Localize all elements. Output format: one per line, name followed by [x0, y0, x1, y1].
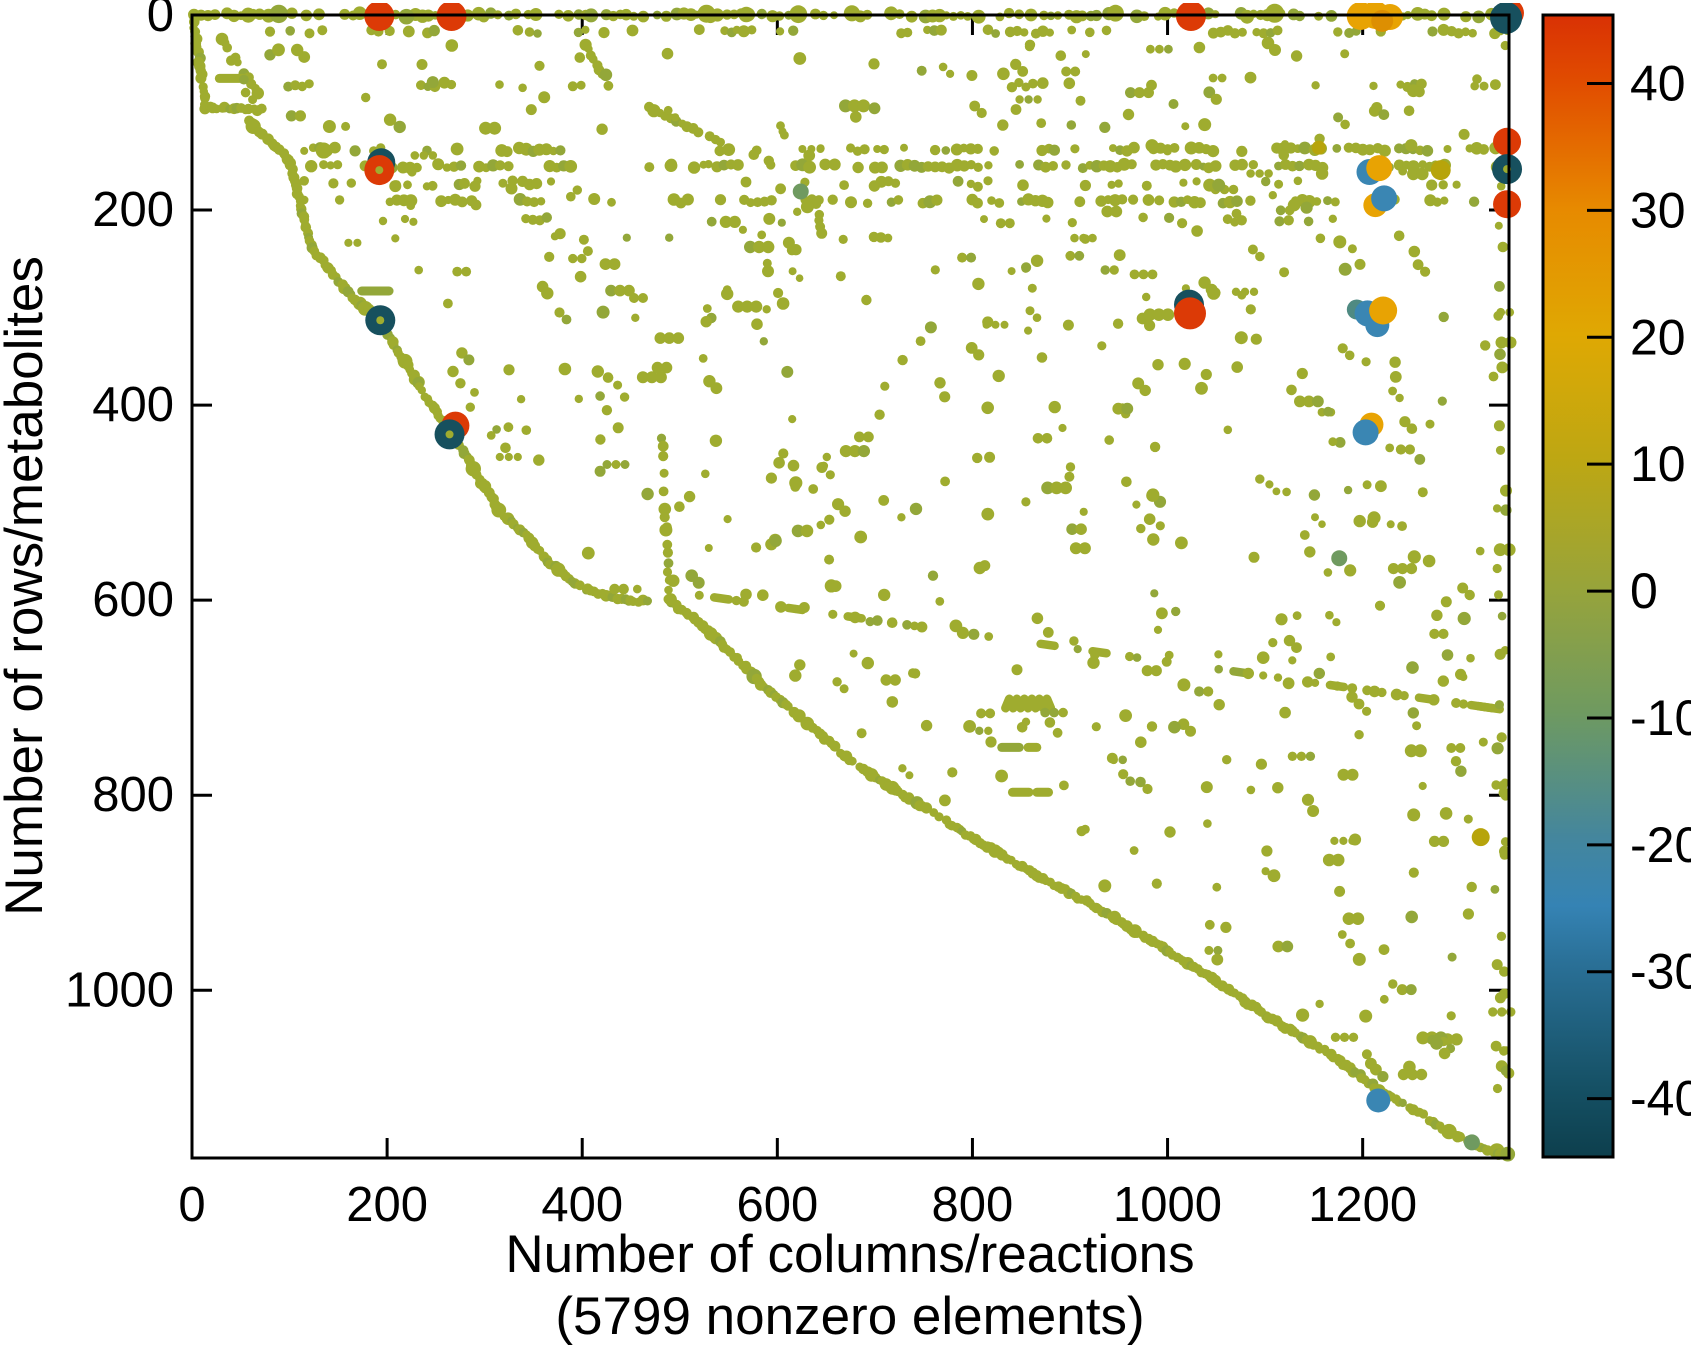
x-tick-label: 1000 — [1113, 1178, 1222, 1232]
x-tick-label: 600 — [736, 1178, 818, 1232]
x-axis-label: Number of columns/reactions — [505, 1225, 1194, 1284]
highlighted-coefficient-dots — [315, 3, 1524, 1151]
x-tick-label: 0 — [178, 1178, 205, 1232]
colorbar-tick-label: 10 — [1630, 436, 1686, 492]
y-tick-label: 600 — [92, 573, 174, 627]
colorbar-tick-label: -20 — [1630, 817, 1691, 873]
colorbar — [1541, 13, 1615, 1159]
axis-tick-labels: 40 30 20 10 0 -10 -20 -30 -40 0 200 400 600 800 1000 12… — [65, 0, 1691, 1232]
y-tick-label: 0 — [147, 0, 174, 42]
colorbar-tick-label: 30 — [1630, 182, 1686, 238]
colorbar-tick-label: 40 — [1630, 56, 1686, 112]
x-tick-label: 400 — [541, 1178, 623, 1232]
y-tick-label: 400 — [92, 378, 174, 432]
x-tick-label: 200 — [346, 1178, 428, 1232]
x-tick-label: 800 — [932, 1178, 1014, 1232]
y-tick-label: 1000 — [65, 963, 174, 1017]
x-axis-sublabel: (5799 nonzero elements) — [555, 1287, 1144, 1346]
colorbar-tick-label: -40 — [1630, 1071, 1691, 1127]
colorbar-tick-label: 20 — [1630, 309, 1686, 365]
colorbar-tick-label: -10 — [1630, 690, 1691, 746]
colorbar-tick-label: -30 — [1630, 944, 1691, 1000]
y-axis-label: Number of rows/metabolites — [0, 256, 54, 916]
colorbar-tick-label: 0 — [1630, 563, 1658, 619]
y-tick-label: 800 — [92, 768, 174, 822]
plot-border — [190, 13, 1511, 1160]
y-tick-label: 200 — [92, 183, 174, 237]
x-tick-label: 1200 — [1308, 1178, 1417, 1232]
